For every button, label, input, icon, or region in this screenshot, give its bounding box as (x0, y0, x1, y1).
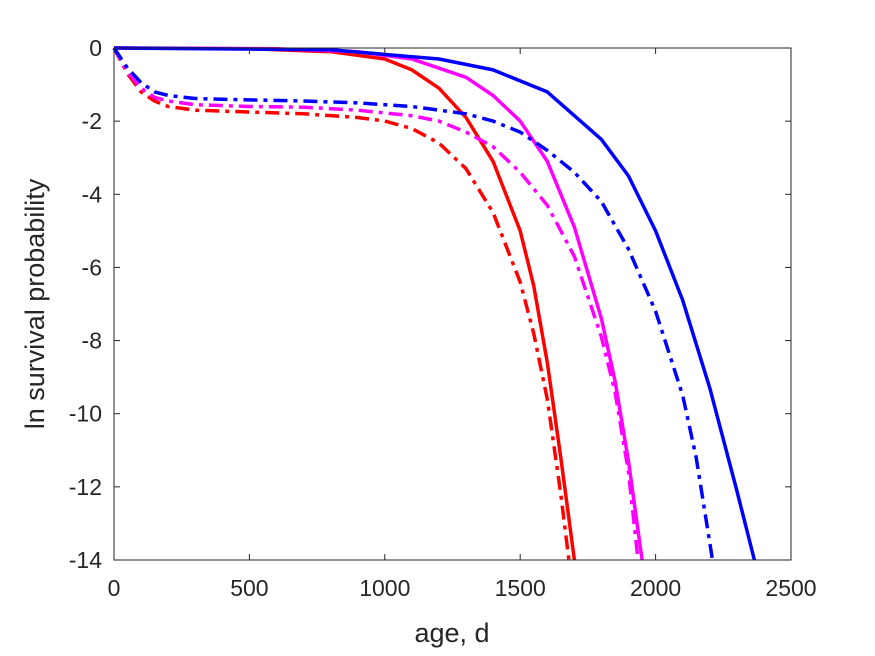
series-blue-dashdot (112, 47, 715, 561)
x-axis-title: age, d (414, 618, 489, 648)
series-magenta-dashdot (112, 47, 640, 561)
x-tick-label: 500 (230, 575, 268, 601)
y-axis-title: ln survival probability (20, 178, 50, 429)
y-tick-label: -8 (82, 328, 102, 354)
y-tick-label: -10 (69, 401, 102, 427)
y-tick-label: 0 (89, 35, 102, 61)
series-blue-solid (113, 46, 757, 561)
x-tick-label: 0 (108, 575, 121, 601)
y-tick-label: -12 (69, 474, 102, 500)
x-tick-label: 1000 (359, 575, 410, 601)
series-red-dashdot (112, 47, 571, 561)
y-tick-label: -14 (69, 547, 102, 573)
y-tick-label: -6 (82, 254, 102, 280)
y-tick-label: -2 (82, 108, 102, 134)
x-tick-label: 2000 (630, 575, 681, 601)
series-layer (112, 46, 757, 561)
plot-area (114, 48, 791, 560)
plot-frame (113, 47, 792, 561)
y-tick-label: -4 (82, 181, 103, 207)
x-tick-label: 1500 (495, 575, 546, 601)
tick-layer: 0 500 1000 1500 2000 2500 0 -2 -4 -6 -8 -10 -12 -14 (69, 35, 817, 601)
x-tick-label: 2500 (765, 575, 816, 601)
